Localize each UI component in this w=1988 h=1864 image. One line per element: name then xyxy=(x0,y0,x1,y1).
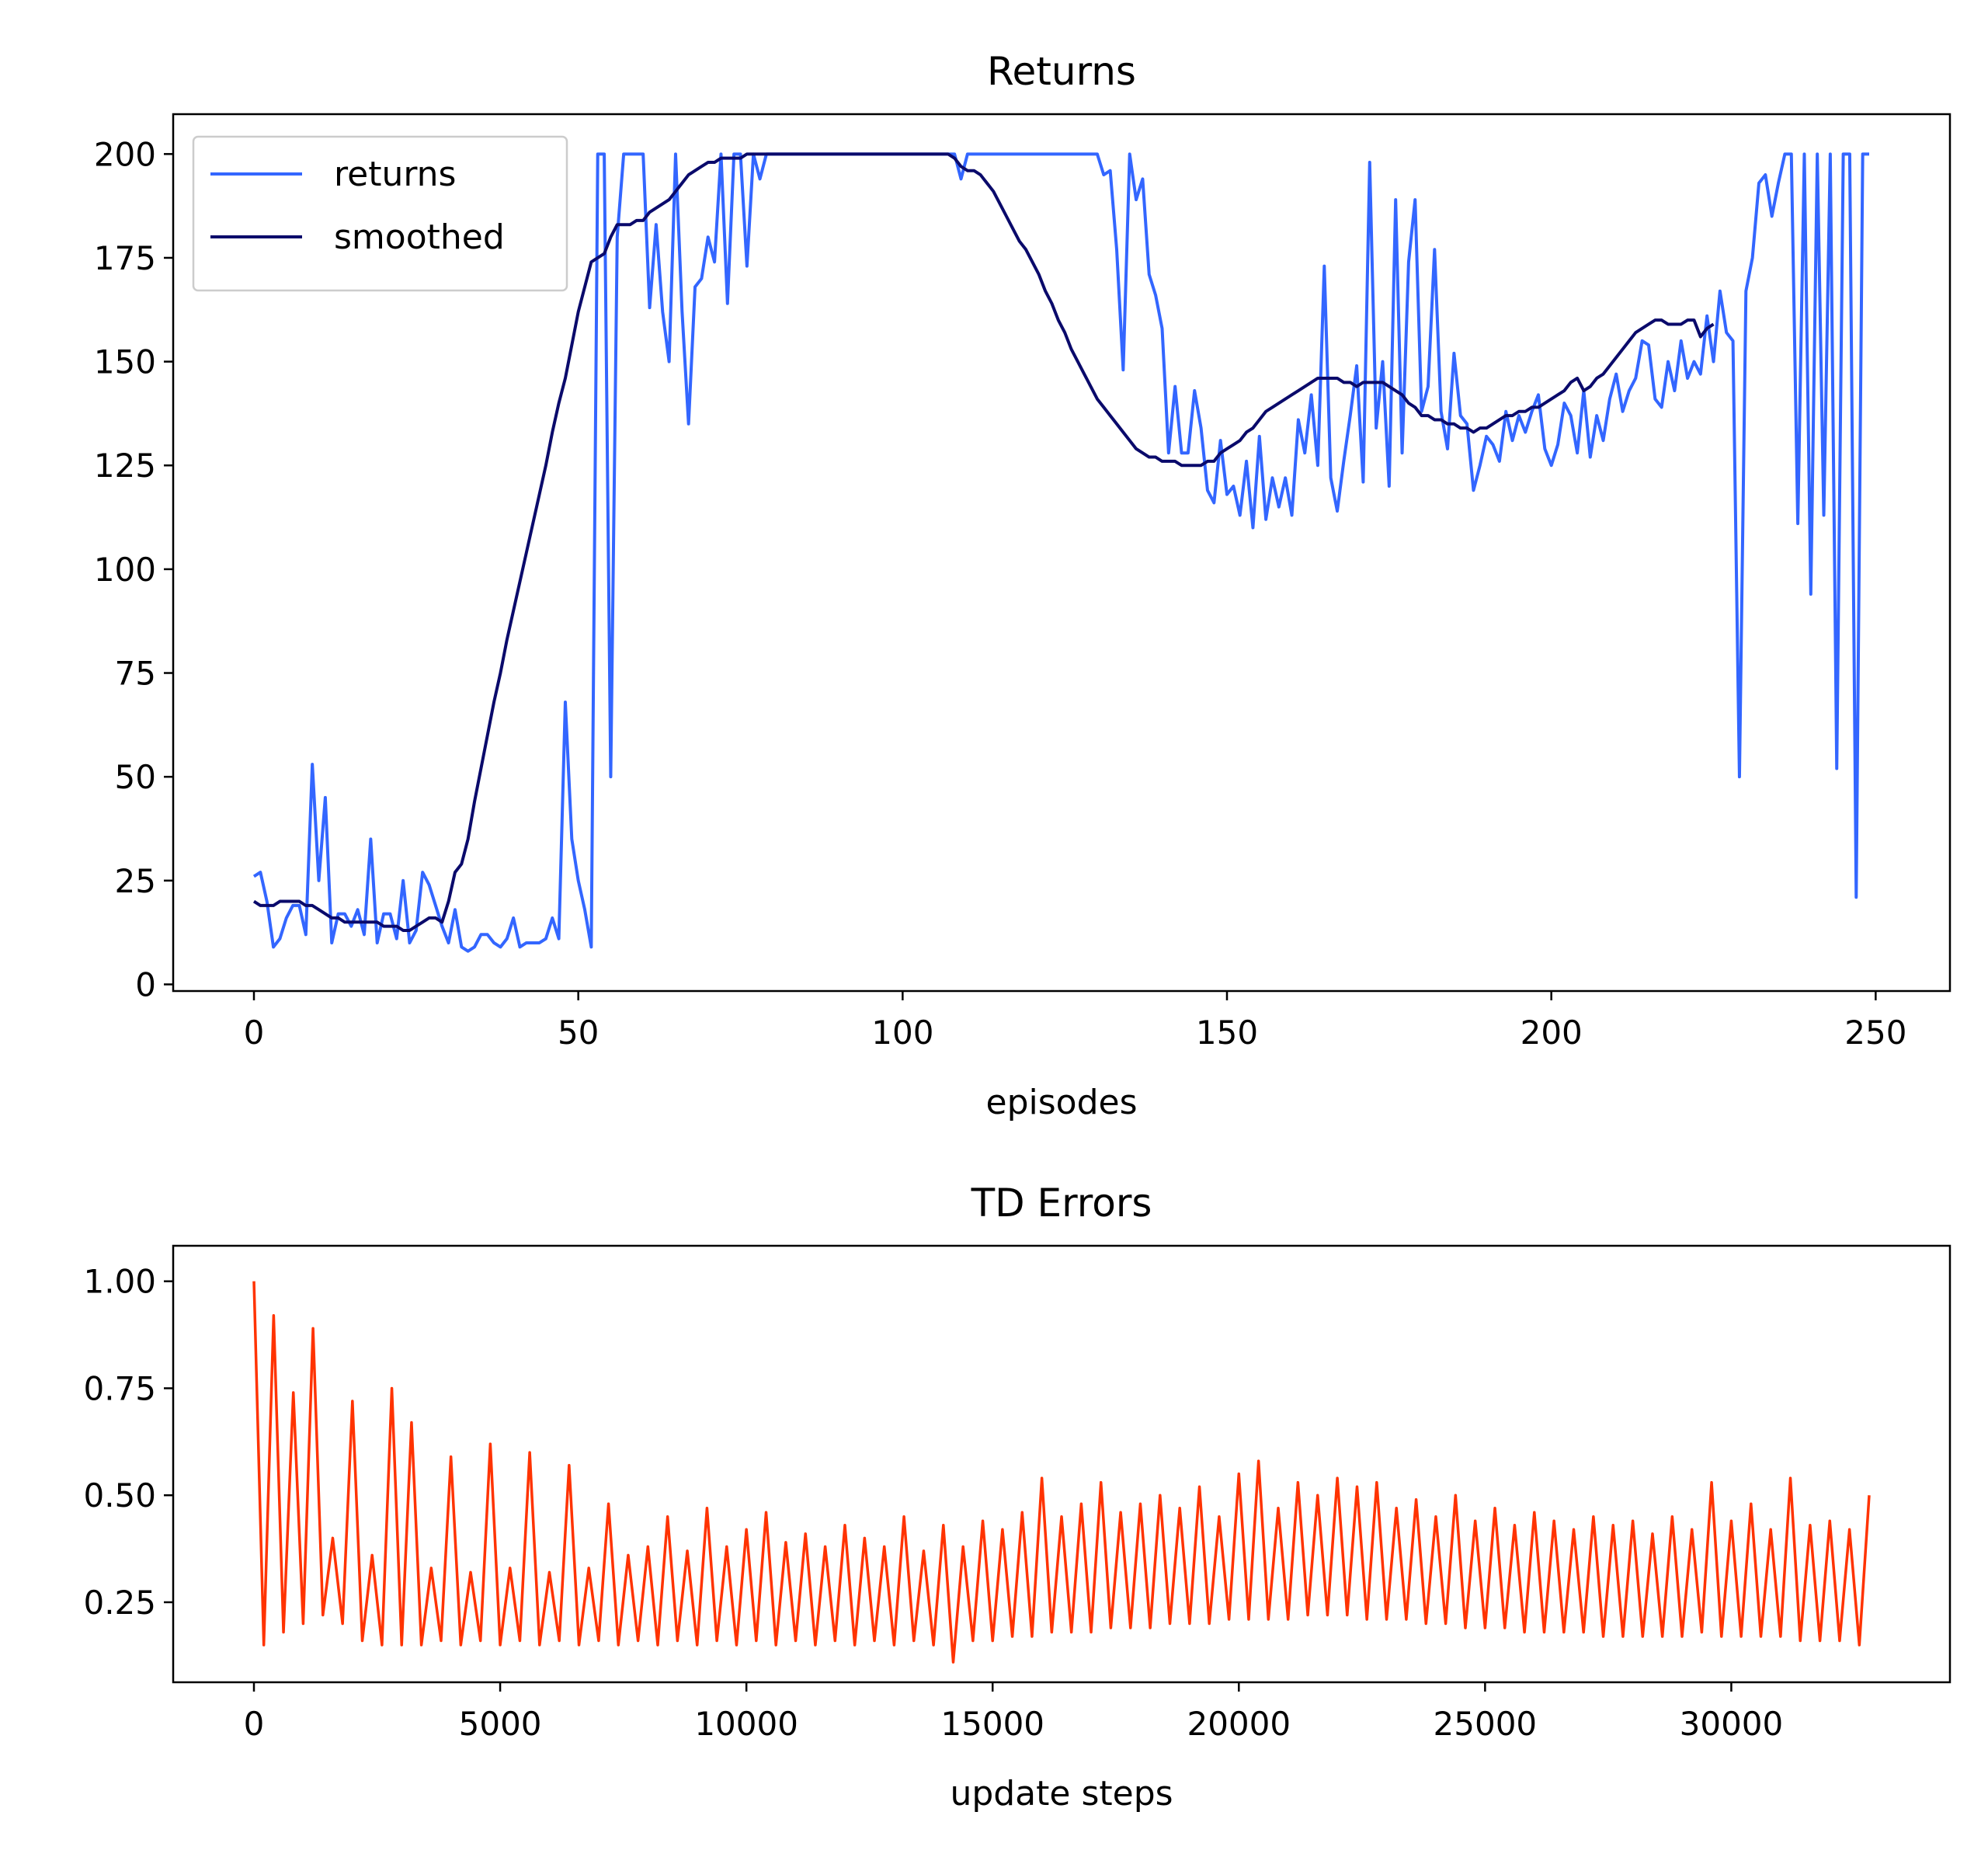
x-tick-label: 10000 xyxy=(694,1705,798,1743)
x-tick-label: 250 xyxy=(1844,1014,1906,1052)
y-tick-label: 0.50 xyxy=(83,1476,156,1514)
x-axis-label: update steps xyxy=(950,1774,1173,1814)
y-tick-label: 100 xyxy=(94,551,156,589)
y-tick-label: 50 xyxy=(115,758,156,796)
x-tick-label: 20000 xyxy=(1187,1705,1291,1743)
legend-label: smoothed xyxy=(334,217,505,257)
chart-title: Returns xyxy=(987,49,1136,94)
y-tick-label: 125 xyxy=(94,447,156,485)
y-tick-label: 75 xyxy=(115,655,156,693)
x-tick-label: 5000 xyxy=(459,1705,542,1743)
x-tick-label: 0 xyxy=(244,1705,265,1743)
series-line xyxy=(252,1281,1871,1664)
series-line xyxy=(252,152,1869,953)
x-tick-label: 25000 xyxy=(1434,1705,1538,1743)
x-tick-label: 0 xyxy=(244,1014,265,1052)
y-tick-label: 0 xyxy=(135,965,156,1003)
y-tick-label: 0.25 xyxy=(83,1584,156,1622)
x-tick-label: 150 xyxy=(1196,1014,1258,1052)
y-tick-label: 200 xyxy=(94,135,156,173)
y-tick-label: 175 xyxy=(94,239,156,277)
series-line xyxy=(252,152,1715,932)
axes-frame xyxy=(172,1244,1952,1684)
y-tick-label: 1.00 xyxy=(83,1263,156,1301)
x-tick-label: 30000 xyxy=(1680,1705,1784,1743)
axes-frame xyxy=(172,113,1952,993)
y-tick-label: 25 xyxy=(115,862,156,900)
y-tick-label: 150 xyxy=(94,343,156,381)
legend-label: returns xyxy=(334,155,456,194)
x-tick-label: 50 xyxy=(558,1014,599,1052)
x-tick-label: 15000 xyxy=(940,1705,1044,1743)
x-axis-label: episodes xyxy=(986,1083,1138,1122)
chart-title: TD Errors xyxy=(971,1181,1152,1226)
x-tick-label: 200 xyxy=(1521,1014,1583,1052)
x-tick-label: 100 xyxy=(871,1014,933,1052)
y-tick-label: 0.75 xyxy=(83,1369,156,1407)
